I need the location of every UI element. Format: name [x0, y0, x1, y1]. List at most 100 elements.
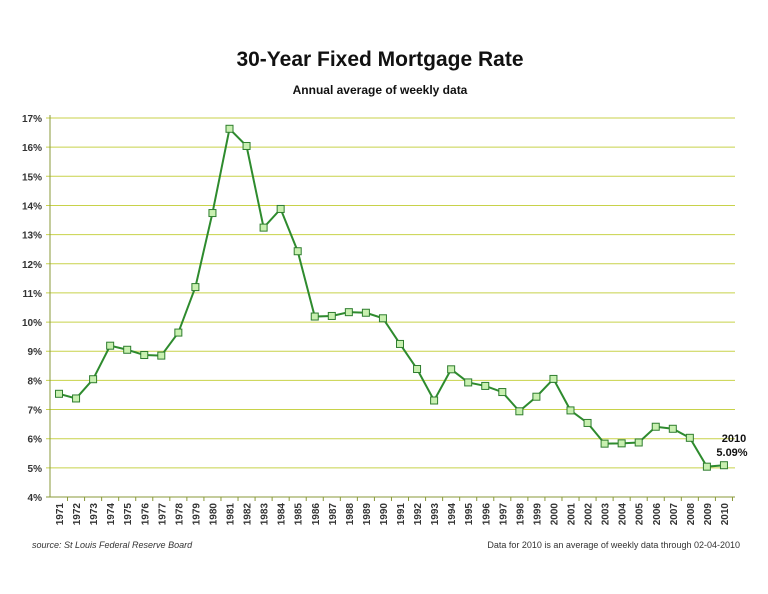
data-point: [140, 351, 149, 360]
y-tick-label: 13%: [22, 231, 42, 242]
data-point: [55, 389, 63, 398]
x-tick-label: 1988: [345, 503, 356, 526]
data-point: [191, 283, 200, 292]
x-tick-label: 2009: [703, 503, 714, 526]
x-tick-label: 1981: [226, 503, 237, 526]
x-tick-label: 1995: [464, 503, 475, 526]
x-tick-label: 1971: [55, 503, 66, 526]
data-point: [447, 365, 456, 374]
chart-subtitle: Annual average of weekly data: [293, 83, 468, 97]
x-tick-label: 2001: [567, 503, 578, 526]
x-tick-label: 2010: [720, 503, 731, 526]
data-point: [702, 462, 711, 471]
x-tick-label: 2003: [601, 503, 612, 526]
x-tick-label: 1998: [515, 503, 526, 526]
y-tick-label: 15%: [22, 172, 42, 183]
data-point: [498, 388, 507, 397]
footnote: Data for 2010 is an average of weekly da…: [487, 540, 740, 550]
data-point: [549, 374, 558, 383]
x-tick-label: 1996: [481, 503, 492, 526]
annotation-value: 5.09%: [716, 447, 747, 459]
x-tick-label: 1990: [379, 503, 390, 526]
data-point: [327, 311, 336, 320]
data-point: [361, 308, 370, 317]
x-tick-label: 2002: [584, 503, 595, 526]
y-tick-label: 9%: [28, 347, 43, 358]
y-tick-label: 7%: [28, 406, 43, 417]
x-tick-label: 2005: [635, 503, 646, 526]
data-point: [106, 341, 115, 350]
x-tick-label: 1999: [532, 503, 543, 526]
data-point: [600, 439, 609, 448]
annotation-year: 2010: [722, 433, 746, 445]
x-tick-label: 1980: [208, 503, 219, 526]
data-point: [430, 396, 439, 405]
data-point: [719, 461, 728, 470]
x-tick-label: 1974: [106, 503, 117, 526]
x-tick-label: 2006: [652, 503, 663, 526]
data-point: [89, 375, 98, 384]
x-tick-label: 1997: [498, 503, 509, 526]
data-point: [532, 392, 541, 401]
x-tick-label: 1976: [140, 503, 151, 526]
y-tick-label: 12%: [22, 260, 42, 271]
x-tick-label: 1977: [157, 503, 168, 526]
y-tick-label: 17%: [22, 114, 42, 125]
y-tick-label: 14%: [22, 201, 42, 212]
x-tick-label: 1986: [311, 503, 322, 526]
x-tick-label: 1993: [430, 503, 441, 526]
x-tick-label: 1978: [174, 503, 185, 526]
source-note: source: St Louis Federal Reserve Board: [32, 540, 193, 550]
x-tick-label: 1987: [328, 503, 339, 526]
data-point: [378, 314, 387, 323]
data-point: [566, 406, 575, 415]
x-tick-label: 1983: [260, 503, 271, 526]
data-point: [123, 345, 132, 354]
data-point: [464, 378, 473, 387]
data-point: [157, 351, 166, 360]
x-tick-label: 1991: [396, 503, 407, 526]
data-point: [651, 422, 660, 431]
data-point: [242, 141, 251, 150]
data-point: [225, 124, 234, 133]
data-point: [276, 204, 285, 213]
chart-title: 30-Year Fixed Mortgage Rate: [236, 48, 523, 71]
x-tick-label: 1992: [413, 503, 424, 526]
x-tick-label: 1972: [72, 503, 83, 526]
series-line: [58, 126, 725, 468]
data-point: [481, 381, 490, 390]
x-tick-label: 1984: [277, 503, 288, 526]
data-point: [310, 312, 319, 321]
y-tick-label: 10%: [22, 318, 42, 329]
y-tick-label: 6%: [28, 435, 43, 446]
x-tick-label: 1985: [294, 503, 305, 526]
x-tick-label: 2004: [618, 503, 629, 526]
data-point: [174, 328, 183, 337]
data-point: [344, 308, 353, 317]
data-point: [617, 439, 626, 448]
y-tick-label: 4%: [28, 493, 43, 504]
y-tick-label: 16%: [22, 143, 42, 154]
data-point: [515, 407, 524, 416]
x-tick-label: 1979: [191, 503, 202, 526]
x-tick-label: 1973: [89, 503, 100, 526]
data-point: [259, 223, 268, 232]
data-point: [668, 424, 677, 433]
x-tick-label: 2000: [549, 503, 560, 526]
x-tick-label: 2007: [669, 503, 680, 526]
x-tick-label: 1975: [123, 503, 134, 526]
y-tick-label: 5%: [28, 464, 43, 475]
data-point: [583, 418, 592, 427]
x-tick-label: 2008: [686, 503, 697, 526]
y-tick-label: 8%: [28, 376, 43, 387]
x-tick-label: 1989: [362, 503, 373, 526]
data-point: [293, 247, 302, 256]
data-point: [396, 339, 404, 348]
data-point: [72, 394, 81, 403]
data-point: [685, 433, 694, 442]
data-point: [634, 438, 643, 447]
data-point: [413, 365, 422, 374]
x-tick-label: 1994: [447, 503, 458, 526]
data-point: [208, 209, 217, 218]
